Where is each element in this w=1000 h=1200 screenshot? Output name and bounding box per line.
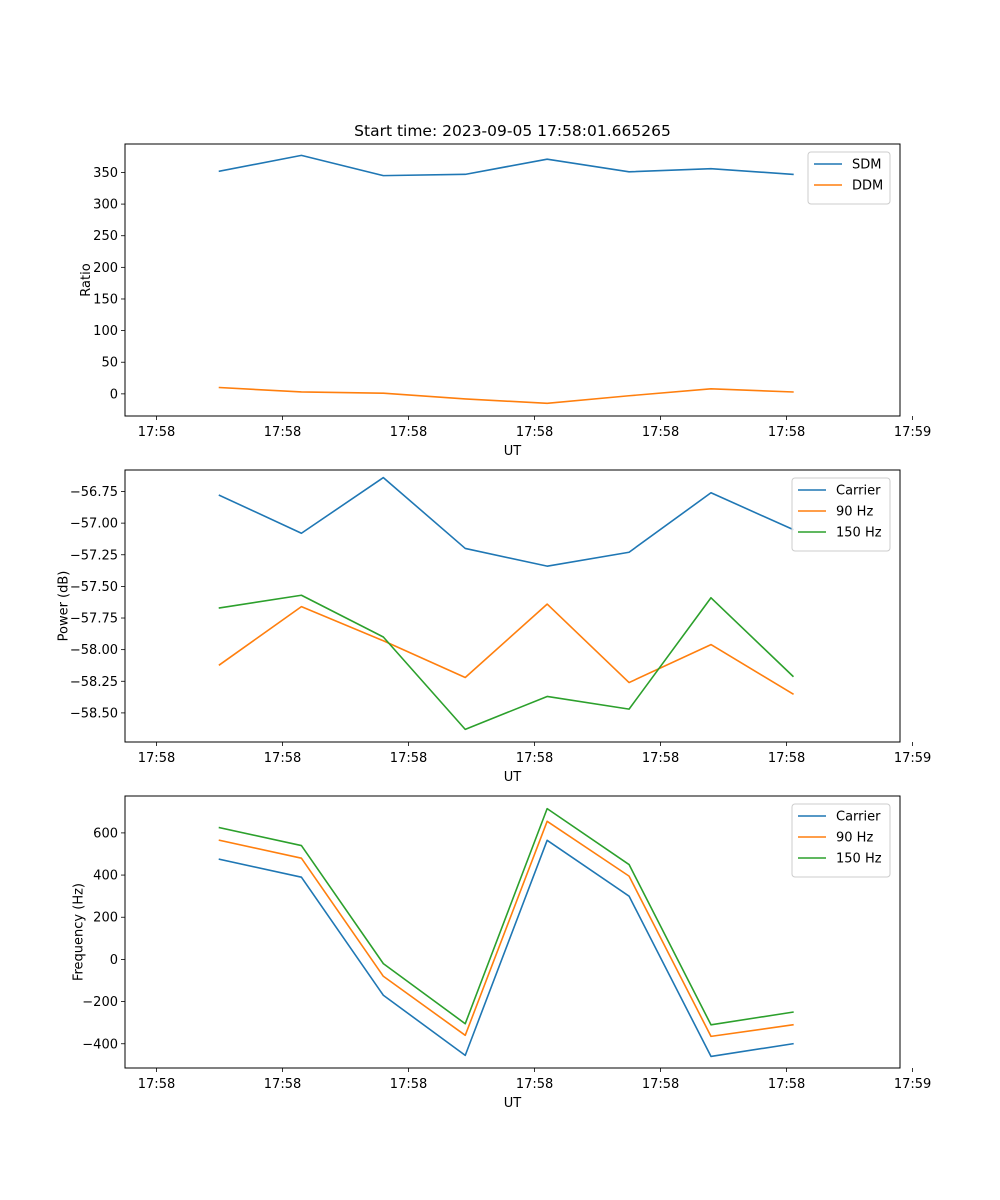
legend-label: 90 Hz bbox=[836, 505, 873, 520]
x-axis-label: UT bbox=[504, 1096, 522, 1111]
y-tick-label: −58.50 bbox=[70, 706, 118, 721]
y-tick-label: 350 bbox=[93, 166, 118, 181]
legend: Carrier 90 Hz 150 Hz bbox=[791, 803, 891, 878]
series-line-sdm bbox=[218, 154, 794, 177]
x-axis-label: UT bbox=[504, 444, 522, 459]
x-tick-label: 17:58 bbox=[390, 751, 427, 766]
series-line-150-hz bbox=[218, 807, 794, 1026]
legend-label: Carrier bbox=[836, 484, 881, 499]
x-tick-label: 17:58 bbox=[516, 425, 553, 440]
legend-label: DDM bbox=[852, 179, 883, 194]
y-tick-label: 600 bbox=[93, 826, 118, 841]
x-tick-label: 17:58 bbox=[768, 751, 805, 766]
x-tick-label: 17:58 bbox=[138, 751, 175, 766]
y-tick-label: −57.00 bbox=[70, 517, 118, 532]
y-tick-label: 300 bbox=[93, 198, 118, 213]
legend-label: 150 Hz bbox=[836, 852, 882, 867]
y-tick-label: 50 bbox=[101, 356, 118, 371]
y-tick-label: −56.75 bbox=[70, 485, 118, 500]
legend-label: 90 Hz bbox=[836, 831, 873, 846]
x-tick-label: 17:58 bbox=[264, 1077, 301, 1092]
x-tick-label: 17:58 bbox=[516, 1077, 553, 1092]
series-line-90-hz bbox=[218, 820, 794, 1038]
y-tick-label: 400 bbox=[93, 869, 118, 884]
panel-3: 17:58 17:58 17:58 17:58 17:58 17:58 17:59 −400 −… bbox=[72, 795, 931, 1111]
x-tick-label: 17:58 bbox=[264, 751, 301, 766]
panel-2: 17:58 17:58 17:58 17:58 17:58 17:58 17:59 −58.5… bbox=[56, 469, 931, 785]
y-tick-label: −57.50 bbox=[70, 580, 118, 595]
y-tick-label: 0 bbox=[110, 953, 118, 968]
x-tick-label: 17:58 bbox=[642, 425, 679, 440]
y-tick-label: 250 bbox=[93, 229, 118, 244]
x-tick-label: 17:58 bbox=[264, 425, 301, 440]
y-tick-label: −400 bbox=[82, 1037, 118, 1052]
x-tick-label: 17:59 bbox=[894, 1077, 931, 1092]
legend-label: SDM bbox=[852, 158, 881, 173]
y-tick-label: 0 bbox=[110, 387, 118, 402]
legend: SDM DDM bbox=[807, 151, 891, 205]
series-line-150-hz bbox=[218, 594, 795, 731]
legend-box bbox=[807, 151, 891, 205]
axes-frame bbox=[124, 795, 901, 1069]
y-tick-label: −57.25 bbox=[70, 548, 118, 563]
y-tick-label: −58.25 bbox=[70, 675, 118, 690]
legend-label: 150 Hz bbox=[836, 526, 882, 541]
x-tick-label: 17:58 bbox=[642, 1077, 679, 1092]
y-tick-label: 200 bbox=[93, 261, 118, 276]
x-tick-label: 17:59 bbox=[894, 751, 931, 766]
y-axis-label: Ratio bbox=[79, 263, 94, 296]
x-tick-label: 17:58 bbox=[768, 425, 805, 440]
y-tick-label: −200 bbox=[82, 995, 118, 1010]
x-tick-label: 17:58 bbox=[768, 1077, 805, 1092]
axes-frame bbox=[124, 469, 901, 743]
series-line-ddm bbox=[218, 386, 794, 405]
series-line-carrier bbox=[218, 839, 794, 1058]
x-axis-label: UT bbox=[504, 770, 522, 785]
chart-title: Start time: 2023-09-05 17:58:01.665265 bbox=[354, 122, 671, 140]
legend: Carrier 90 Hz 150 Hz bbox=[791, 477, 891, 552]
y-tick-label: 100 bbox=[93, 324, 118, 339]
x-tick-label: 17:58 bbox=[138, 1077, 175, 1092]
x-tick-label: 17:58 bbox=[516, 751, 553, 766]
x-tick-label: 17:59 bbox=[894, 425, 931, 440]
panel-1: 17:58 17:58 17:58 17:58 17:58 17:58 17:59 0 50 10… bbox=[79, 143, 931, 459]
y-axis-label: Frequency (Hz) bbox=[72, 883, 87, 981]
y-axis-label: Power (dB) bbox=[56, 571, 71, 642]
legend-label: Carrier bbox=[836, 810, 881, 825]
y-tick-label: 200 bbox=[93, 911, 118, 926]
series-line-carrier bbox=[218, 476, 794, 567]
panels: 17:58 17:58 17:58 17:58 17:58 17:58 17:59 0 50 10… bbox=[56, 143, 931, 1111]
y-tick-label: −58.00 bbox=[70, 643, 118, 658]
x-tick-label: 17:58 bbox=[390, 425, 427, 440]
x-tick-label: 17:58 bbox=[390, 1077, 427, 1092]
y-tick-label: −57.75 bbox=[70, 612, 118, 627]
x-tick-label: 17:58 bbox=[138, 425, 175, 440]
y-tick-label: 150 bbox=[93, 292, 118, 307]
axes-frame bbox=[124, 143, 901, 417]
x-tick-label: 17:58 bbox=[642, 751, 679, 766]
series-line-90-hz bbox=[218, 603, 794, 696]
